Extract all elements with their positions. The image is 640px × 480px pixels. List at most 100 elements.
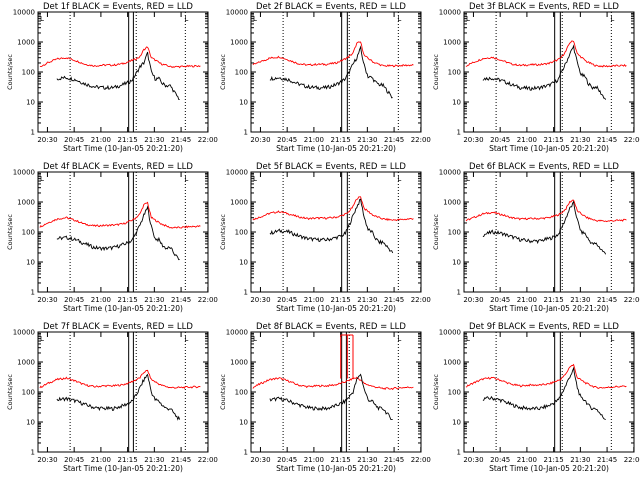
x-tick-label: 21:30 [570, 136, 590, 144]
x-tick-label: 21:00 [517, 456, 537, 464]
y-tick-label: 1000 [17, 39, 35, 47]
x-tick-label: 21:15 [118, 136, 138, 144]
series-line-events-black [482, 200, 607, 255]
x-tick-label: 21:45 [597, 136, 617, 144]
x-tick-label: 21:30 [570, 296, 590, 304]
y-tick-label: 1 [31, 129, 35, 137]
y-tick-label: 1000 [230, 39, 248, 47]
x-tick-label: 20:45 [277, 136, 297, 144]
y-tick-label: 100 [22, 69, 35, 77]
x-tick-label: 21:45 [171, 296, 191, 304]
x-tick-label: 21:15 [544, 296, 564, 304]
x-tick-label: 21:45 [597, 296, 617, 304]
flag-label: L [253, 335, 257, 343]
x-tick-label: 20:45 [490, 136, 510, 144]
x-axis-label: Start Time (10-Jan-05 20:21:20) [63, 144, 183, 153]
y-tick-label: 1000 [17, 359, 35, 367]
y-tick-label: 1 [244, 129, 248, 137]
y-tick-label: 10 [26, 259, 35, 267]
x-tick-label: 21:00 [517, 296, 537, 304]
series-line-events-black [56, 205, 180, 261]
x-tick-label: 22:00 [411, 296, 431, 304]
panel-det-8: Det 8f BLACK = Events, RED = LLD 1 10 100 10… [219, 322, 431, 473]
flag-label: L [184, 175, 188, 183]
y-tick-label: 10000 [13, 9, 35, 17]
y-axis-label: Counts/sec [6, 54, 14, 90]
flag-label: L [397, 335, 401, 343]
panel-title: Det 4f BLACK = Events, RED = LLD [43, 162, 193, 172]
series-line-events-black [482, 44, 607, 100]
y-tick-label: 1000 [17, 199, 35, 207]
y-tick-label: 10000 [226, 329, 248, 337]
y-tick-label: 1 [244, 289, 248, 297]
x-tick-label: 21:00 [91, 296, 111, 304]
series-line-events-black [482, 366, 606, 421]
y-tick-label: 10 [26, 99, 35, 107]
x-tick-label: 21:00 [304, 296, 324, 304]
x-tick-label: 20:30 [463, 136, 483, 144]
x-tick-label: 22:00 [411, 136, 431, 144]
x-tick-label: 20:30 [250, 456, 270, 464]
x-tick-label: 21:15 [118, 296, 138, 304]
flag-label: L [466, 335, 470, 343]
y-axis-label: Counts/sec [219, 214, 227, 250]
x-tick-label: 20:45 [277, 456, 297, 464]
panel-det-9: Det 9f BLACK = Events, RED = LLD 1 10 100 10… [432, 322, 640, 473]
y-tick-label: 1000 [443, 39, 461, 47]
panel-det-6: Det 6f BLACK = Events, RED = LLD 1 10 100 10… [432, 162, 640, 313]
x-axis-label: Start Time (10-Jan-05 20:21:20) [489, 304, 609, 313]
panel-det-7: Det 7f BLACK = Events, RED = LLD 1 10 100 10… [6, 322, 218, 473]
series-line-lld-red [252, 196, 414, 222]
series-line-lld-red [252, 376, 414, 391]
y-tick-label: 100 [448, 69, 461, 77]
flag-label: L [397, 15, 401, 23]
plot-frame [463, 331, 635, 453]
series-line-lld-red [465, 363, 627, 390]
flag-label: L [40, 335, 44, 343]
x-tick-label: 20:45 [490, 456, 510, 464]
plot-frame [463, 11, 635, 133]
flag-label: L [40, 15, 44, 23]
x-tick-label: 20:45 [64, 136, 84, 144]
y-tick-label: 1 [457, 289, 461, 297]
x-tick-label: 21:30 [144, 296, 164, 304]
x-tick-label: 20:45 [490, 296, 510, 304]
flag-label: L [610, 15, 614, 23]
plot-frame [37, 171, 209, 293]
panel-det-3: Det 3f BLACK = Events, RED = LLD 1 10 100 10… [432, 2, 640, 153]
x-axis-label: Start Time (10-Jan-05 20:21:20) [489, 144, 609, 153]
panel-title: Det 2f BLACK = Events, RED = LLD [256, 2, 406, 12]
y-tick-label: 10 [452, 259, 461, 267]
plot-frame [250, 11, 422, 133]
x-tick-label: 22:00 [198, 296, 218, 304]
x-axis-label: Start Time (10-Jan-05 20:21:20) [489, 464, 609, 473]
panel-det-5: Det 5f BLACK = Events, RED = LLD 1 10 100 10… [219, 162, 431, 313]
y-tick-label: 100 [235, 229, 248, 237]
panel-title: Det 9f BLACK = Events, RED = LLD [469, 322, 619, 332]
series-line-events-black [269, 198, 394, 254]
x-tick-label: 22:00 [198, 456, 218, 464]
y-tick-label: 1000 [230, 359, 248, 367]
panel-title: Det 1f BLACK = Events, RED = LLD [43, 2, 193, 12]
x-tick-label: 21:45 [384, 136, 404, 144]
y-tick-label: 10 [239, 259, 248, 267]
y-tick-label: 10000 [226, 9, 248, 17]
x-tick-label: 20:30 [463, 296, 483, 304]
y-tick-label: 1 [457, 449, 461, 457]
y-tick-label: 1 [31, 289, 35, 297]
panel-title: Det 8f BLACK = Events, RED = LLD [256, 322, 406, 332]
series-line-lld-red [465, 40, 627, 68]
x-tick-label: 21:30 [357, 136, 377, 144]
series-line-events-black [269, 373, 393, 421]
y-tick-label: 1 [457, 129, 461, 137]
flag-label: L [610, 175, 614, 183]
panel-title: Det 6f BLACK = Events, RED = LLD [469, 162, 619, 172]
series-line-lld-red [39, 201, 201, 229]
flag-label: L [184, 335, 188, 343]
y-tick-label: 10 [239, 419, 248, 427]
flag-label: L [466, 175, 470, 183]
series-line-events-black [269, 45, 393, 99]
x-axis-label: Start Time (10-Jan-05 20:21:20) [63, 464, 183, 473]
x-axis-label: Start Time (10-Jan-05 20:21:20) [276, 144, 396, 153]
